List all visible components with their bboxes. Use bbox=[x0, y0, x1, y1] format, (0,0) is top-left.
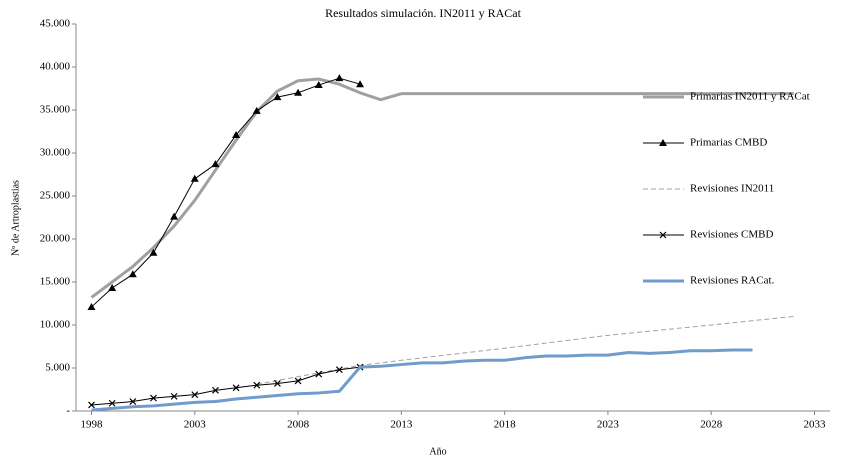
y-tick-label: 15.000 bbox=[40, 276, 71, 288]
legend-label: Revisiones RACat. bbox=[690, 275, 775, 287]
x-axis-title: Año bbox=[429, 446, 446, 457]
x-tick-label: 2013 bbox=[390, 419, 413, 431]
y-tick-label: 35.000 bbox=[40, 104, 71, 116]
legend-marker bbox=[659, 139, 667, 146]
data-point bbox=[191, 391, 199, 399]
data-point bbox=[315, 370, 323, 378]
y-tick-label: 45.000 bbox=[40, 18, 71, 30]
x-tick-label: 2023 bbox=[597, 419, 620, 431]
data-point bbox=[273, 93, 282, 101]
y-tick-label: 5.000 bbox=[45, 362, 70, 374]
data-point bbox=[88, 401, 95, 409]
data-point bbox=[87, 302, 96, 310]
y-tick-label: - bbox=[66, 405, 70, 417]
y-tick-label: 10.000 bbox=[40, 319, 71, 331]
series-line bbox=[90, 77, 794, 299]
x-tick-label: 2028 bbox=[700, 419, 723, 431]
data-point bbox=[356, 80, 365, 88]
x-tick-label: 2008 bbox=[287, 419, 310, 431]
legend-label: Primarias IN2011 y RACat bbox=[690, 91, 810, 103]
chart-title: Resultados simulación. IN2011 y RACat bbox=[325, 6, 522, 20]
data-point bbox=[294, 88, 303, 96]
data-point bbox=[128, 270, 137, 278]
data-point bbox=[232, 384, 240, 392]
series-line bbox=[256, 315, 794, 385]
data-point bbox=[170, 392, 178, 400]
y-axis-title: Nº de Artroplastias bbox=[10, 180, 21, 256]
data-point bbox=[108, 284, 117, 292]
legend-marker bbox=[659, 231, 667, 239]
data-point bbox=[273, 380, 281, 387]
legend-label: Revisiones IN2011 bbox=[690, 183, 774, 195]
data-point bbox=[232, 130, 241, 138]
data-point bbox=[335, 74, 344, 82]
data-point bbox=[129, 398, 137, 405]
y-tick-label: 25.000 bbox=[40, 190, 71, 202]
data-point bbox=[108, 399, 116, 407]
data-point bbox=[335, 366, 343, 374]
legend-label: Primarias CMBD bbox=[690, 137, 767, 149]
data-point bbox=[212, 386, 219, 394]
series-line bbox=[91, 348, 753, 412]
data-point bbox=[253, 381, 261, 389]
x-tick-label: 2018 bbox=[494, 419, 517, 431]
series-line bbox=[91, 77, 361, 308]
y-tick-label: 20.000 bbox=[40, 233, 71, 245]
y-tick-label: 40.000 bbox=[40, 61, 71, 73]
data-point bbox=[170, 212, 179, 220]
series-line bbox=[91, 366, 361, 406]
data-point bbox=[149, 248, 158, 256]
data-point bbox=[294, 377, 302, 385]
data-point bbox=[190, 174, 199, 182]
data-point bbox=[252, 106, 261, 114]
x-tick-label: 1998 bbox=[80, 419, 103, 431]
data-point bbox=[211, 160, 220, 168]
data-point bbox=[314, 81, 323, 89]
legend-label: Revisiones CMBD bbox=[690, 229, 773, 241]
x-tick-label: 2003 bbox=[184, 419, 207, 431]
y-tick-label: 30.000 bbox=[40, 147, 71, 159]
x-tick-label: 2033 bbox=[804, 419, 827, 431]
data-point bbox=[150, 394, 157, 402]
